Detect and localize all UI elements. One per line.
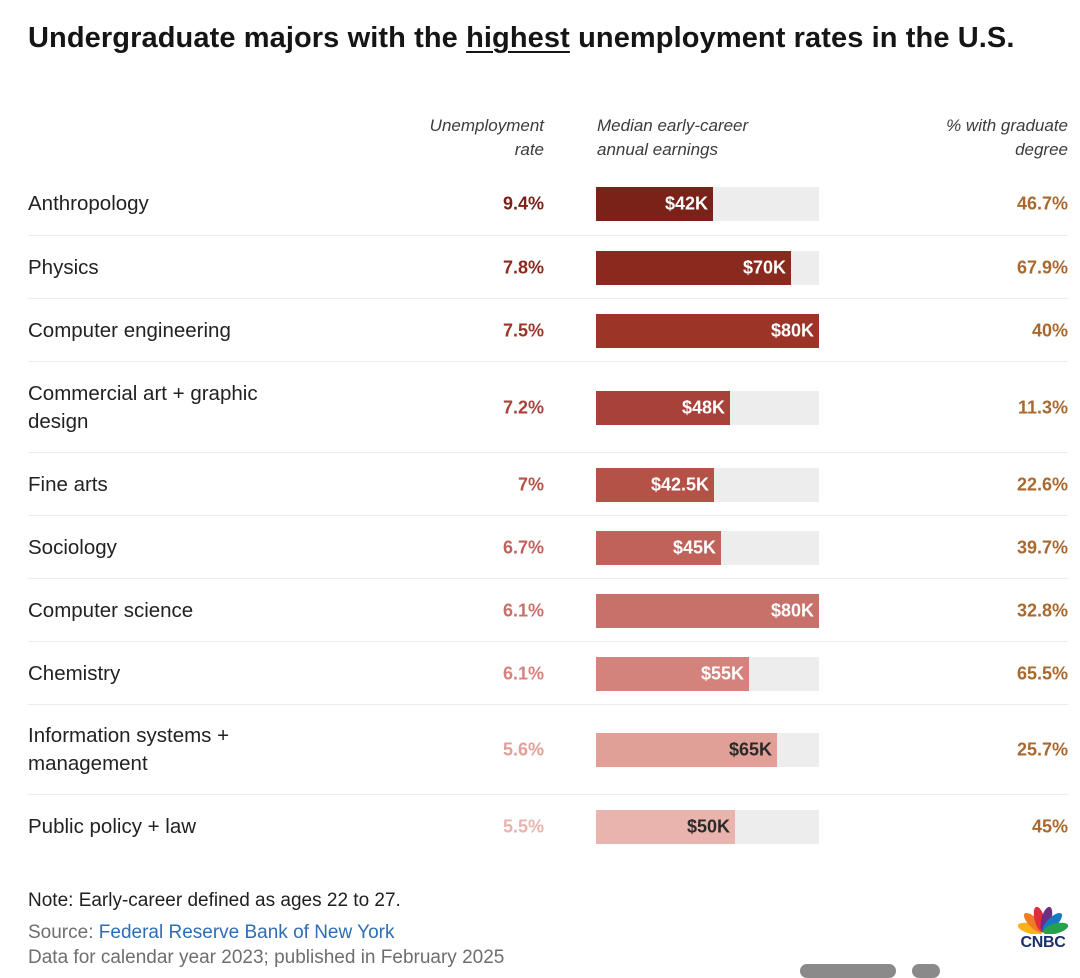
earnings-bar: $42.5K xyxy=(596,467,714,502)
row-divider xyxy=(28,298,1068,299)
row-divider xyxy=(28,794,1068,795)
earnings-bar: $50K xyxy=(596,809,735,844)
row-divider xyxy=(28,452,1068,453)
earnings-bar: $42K xyxy=(596,187,713,221)
earnings-bar: $55K xyxy=(596,656,749,691)
chart-title: Undergraduate majors with the highest un… xyxy=(28,22,1068,55)
graduate-degree-value: 22.6% xyxy=(1016,474,1068,494)
major-name: Fine arts xyxy=(28,472,108,496)
row-divider xyxy=(28,361,1068,362)
earnings-bar: $80K xyxy=(596,593,819,628)
major-name: Chemistry xyxy=(28,661,121,685)
major-name: Sociology xyxy=(28,535,117,559)
source-prefix: Source: xyxy=(28,922,99,943)
unemployment-rate-value: 5.6% xyxy=(502,739,544,760)
graduate-degree-value: 67.9% xyxy=(1016,257,1068,277)
earnings-bar-label: $50K xyxy=(686,816,730,836)
earnings-bar: $65K xyxy=(596,733,777,767)
earnings-bar-track: $45K xyxy=(596,530,819,565)
earnings-bar-label: $55K xyxy=(700,663,744,683)
scroll-indicator-dot[interactable] xyxy=(912,964,940,978)
earnings-bar-label: $65K xyxy=(728,739,772,760)
earnings-bar-label: $42.5K xyxy=(650,474,709,494)
unemployment-rate-value: 7.2% xyxy=(502,397,544,417)
earnings-bar: $70K xyxy=(596,250,791,285)
table-row: Computer science 6.1% $80K 32.8% xyxy=(28,579,1068,642)
table-row: Chemistry 6.1% $55K 65.5% xyxy=(28,642,1068,705)
earnings-bar-label: $42K xyxy=(664,193,708,214)
earnings-bar-label: $80K xyxy=(770,600,814,620)
major-name: Anthropology xyxy=(28,192,149,215)
major-name: Physics xyxy=(28,255,99,279)
peacock-icon xyxy=(1017,906,1069,935)
table-row: Physics 7.8% $70K 67.9% xyxy=(28,236,1068,299)
row-divider xyxy=(28,704,1068,705)
unemployment-rate-value: 5.5% xyxy=(502,816,544,836)
major-name: Computer engineering xyxy=(28,318,231,342)
title-end: unemployment rates in the U.S. xyxy=(569,22,1015,54)
earnings-bar-track: $48K xyxy=(596,390,819,425)
table-row: Sociology 6.7% $45K 39.7% xyxy=(28,516,1068,579)
footnote: Note: Early-career defined as ages 22 to… xyxy=(28,890,401,911)
peacock-feather xyxy=(1042,922,1069,935)
unemployment-rate-value: 6.7% xyxy=(502,537,544,557)
earnings-bar-track: $80K xyxy=(596,593,819,628)
column-header-graduate-degree: % with graduate degree xyxy=(946,116,1068,159)
title-start: Undergraduate majors with the xyxy=(28,22,467,54)
earnings-bar-label: $45K xyxy=(672,537,716,557)
major-name: Commercial art + graphic design xyxy=(28,381,258,433)
table-row: Anthropology 9.4% $42K 46.7% xyxy=(28,172,1068,236)
cnbc-logo: CNBC xyxy=(1012,904,1074,954)
table-row: Information systems + management 5.6% $65K… xyxy=(28,705,1068,795)
graduate-degree-value: 65.5% xyxy=(1016,663,1068,683)
earnings-bar: $45K xyxy=(596,530,721,565)
table-row: Public policy + law 5.5% $50K 45% xyxy=(28,795,1068,858)
earnings-bar-label: $70K xyxy=(742,257,786,277)
source-link[interactable]: Federal Reserve Bank of New York xyxy=(98,922,395,943)
earnings-bar-track: $80K xyxy=(596,313,819,348)
earnings-bar-track: $55K xyxy=(596,656,819,691)
column-header-earnings: Median early-career annual earnings xyxy=(597,116,749,159)
graduate-degree-value: 40% xyxy=(1031,320,1068,340)
earnings-bar-track: $70K xyxy=(596,250,819,285)
major-name: Public policy + law xyxy=(28,814,197,838)
unemployment-rate-value: 6.1% xyxy=(502,663,544,683)
logo-text: CNBC xyxy=(1020,934,1066,951)
unemployment-rate-value: 9.4% xyxy=(502,193,544,214)
row-divider xyxy=(28,235,1068,236)
earnings-bar-track: $50K xyxy=(596,809,819,844)
data-dates: Data for calendar year 2023; published i… xyxy=(28,947,505,968)
source-line: Source: Federal Reserve Bank of New York xyxy=(28,922,394,944)
table-row: Commercial art + graphic design 7.2% $48K 1… xyxy=(28,362,1068,453)
earnings-bar: $80K xyxy=(596,313,819,348)
earnings-bar-track: $65K xyxy=(596,733,819,767)
row-divider xyxy=(28,515,1068,516)
column-header-unemployment-rate: Unemployment rate xyxy=(429,116,544,159)
row-divider xyxy=(28,641,1068,642)
unemployment-rate-value: 7% xyxy=(517,474,544,494)
title-emphasis: highest xyxy=(466,22,570,54)
major-name: Information systems + management xyxy=(28,724,230,775)
earnings-bar-label: $48K xyxy=(681,397,725,417)
graduate-degree-value: 46.7% xyxy=(1016,193,1068,214)
earnings-bar-track: $42.5K xyxy=(596,467,819,502)
graduate-degree-value: 32.8% xyxy=(1016,600,1068,620)
unemployment-rate-value: 7.8% xyxy=(502,257,544,277)
earnings-bar-label: $80K xyxy=(770,320,814,340)
graduate-degree-value: 45% xyxy=(1031,816,1068,836)
graduate-degree-value: 25.7% xyxy=(1016,739,1068,760)
unemployment-rate-value: 6.1% xyxy=(502,600,544,620)
graduate-degree-value: 39.7% xyxy=(1016,537,1068,557)
unemployment-rate-value: 7.5% xyxy=(502,320,544,340)
table-row: Computer engineering 7.5% $80K 40% xyxy=(28,299,1068,362)
major-name: Computer science xyxy=(28,598,194,622)
earnings-bar-track: $42K xyxy=(596,187,819,221)
scroll-indicator[interactable] xyxy=(800,964,896,978)
graduate-degree-value: 11.3% xyxy=(1017,397,1068,417)
row-divider xyxy=(28,578,1068,579)
earnings-bar: $48K xyxy=(596,390,730,425)
table-row: Fine arts 7% $42.5K 22.6% xyxy=(28,453,1068,516)
